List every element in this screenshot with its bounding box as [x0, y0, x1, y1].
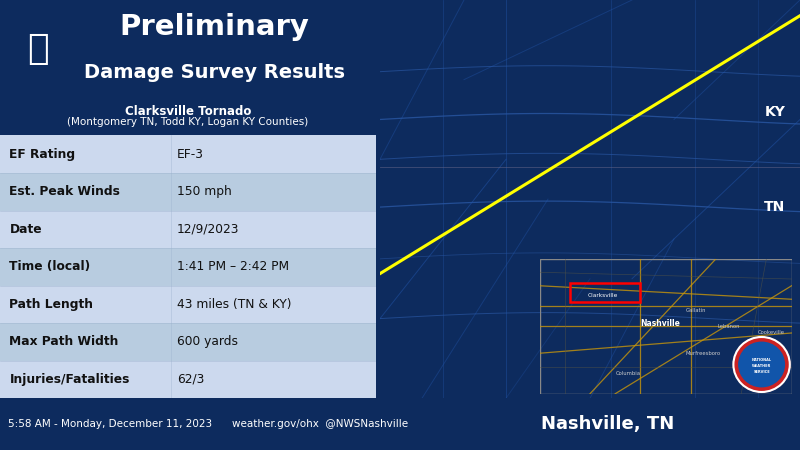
Text: Injuries/Fatalities: Injuries/Fatalities: [10, 373, 130, 386]
Text: Lebanon: Lebanon: [718, 324, 740, 329]
Text: Clarksville Tornado: Clarksville Tornado: [125, 105, 251, 118]
Text: Date: Date: [10, 223, 42, 236]
Bar: [0, 211, 376, 248]
Bar: [0, 286, 376, 323]
Text: KY: KY: [764, 104, 786, 118]
Text: Preliminary: Preliminary: [119, 14, 310, 41]
Text: 62/3: 62/3: [177, 373, 204, 386]
Text: Columbia: Columbia: [615, 371, 640, 376]
Text: Est. Peak Winds: Est. Peak Winds: [10, 185, 120, 198]
Text: Clarksville: Clarksville: [587, 292, 618, 298]
Text: 43 miles (TN & KY): 43 miles (TN & KY): [177, 298, 291, 311]
Bar: [0, 248, 376, 286]
Text: Gallatin: Gallatin: [686, 307, 706, 313]
Text: Time (local): Time (local): [10, 261, 90, 273]
Text: SERVICE: SERVICE: [754, 369, 770, 374]
Text: (Montgomery TN, Todd KY, Logan KY Counties): (Montgomery TN, Todd KY, Logan KY Counti…: [67, 117, 309, 127]
Bar: [539, 259, 792, 394]
Text: Nashville: Nashville: [641, 319, 681, 328]
Text: 1:41 PM – 2:42 PM: 1:41 PM – 2:42 PM: [177, 261, 289, 273]
Bar: [0, 135, 376, 173]
Text: EF Rating: EF Rating: [10, 148, 75, 161]
Bar: [570, 283, 641, 302]
Text: Max Path Width: Max Path Width: [10, 335, 118, 348]
Text: Damage Survey Results: Damage Survey Results: [84, 63, 345, 82]
Text: EF-3: EF-3: [177, 148, 204, 161]
Bar: [0, 323, 376, 361]
Text: Nashville, TN: Nashville, TN: [542, 415, 674, 433]
Circle shape: [734, 337, 790, 392]
Text: 600 yards: 600 yards: [177, 335, 238, 348]
Text: 12/9/2023: 12/9/2023: [177, 223, 239, 236]
Text: Murfreesboro: Murfreesboro: [686, 351, 721, 356]
Bar: [0, 173, 376, 211]
Text: weather.gov/ohx  @NWSNashville: weather.gov/ohx @NWSNashville: [232, 419, 408, 429]
Circle shape: [739, 342, 784, 387]
Bar: [0, 361, 376, 398]
Text: 150 mph: 150 mph: [177, 185, 231, 198]
Text: Path Length: Path Length: [10, 298, 94, 311]
Text: WEATHER: WEATHER: [752, 364, 771, 368]
Text: TN: TN: [764, 200, 786, 214]
Text: 🌪: 🌪: [26, 32, 49, 66]
Text: 5:58 AM - Monday, December 11, 2023: 5:58 AM - Monday, December 11, 2023: [8, 419, 212, 429]
Text: NATIONAL: NATIONAL: [751, 358, 772, 362]
Text: Cookeville: Cookeville: [758, 330, 785, 336]
